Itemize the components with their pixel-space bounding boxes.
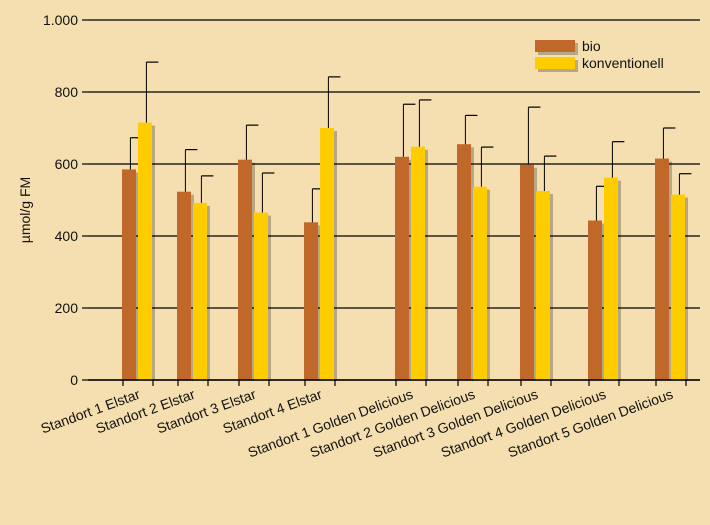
bar-bio [177, 191, 191, 380]
bar-bio [588, 220, 602, 380]
legend-label-konventionell: konventionell [582, 55, 664, 71]
bar-konventionell [193, 202, 207, 380]
bar-konventionell [411, 146, 425, 380]
y-tick-label: 800 [55, 84, 79, 100]
legend-swatch-bio [535, 40, 575, 52]
bar-bio [122, 169, 136, 380]
bar-konventionell [138, 122, 152, 380]
bar-konventionell [671, 194, 685, 380]
bar-bio [395, 156, 409, 380]
y-axis-title: µmol/g FM [17, 177, 33, 243]
y-tick-label: 0 [70, 372, 78, 388]
bar-bio [655, 158, 669, 380]
bar-bio [304, 222, 318, 380]
bar-bio [457, 144, 471, 380]
bar-konventionell [320, 128, 334, 380]
legend-label-bio: bio [582, 38, 601, 54]
legend-swatch-konventionell [535, 57, 575, 69]
y-tick-label: 600 [55, 156, 79, 172]
y-tick-label: 200 [55, 300, 79, 316]
bar-bio [238, 159, 252, 380]
bar-konventionell [604, 177, 618, 380]
y-tick-label: 1.000 [43, 12, 78, 28]
bar-konventionell [254, 212, 268, 380]
bar-konventionell [536, 191, 550, 380]
y-tick-label: 400 [55, 228, 79, 244]
bar-bio [520, 164, 534, 380]
bar-konventionell [473, 186, 487, 380]
